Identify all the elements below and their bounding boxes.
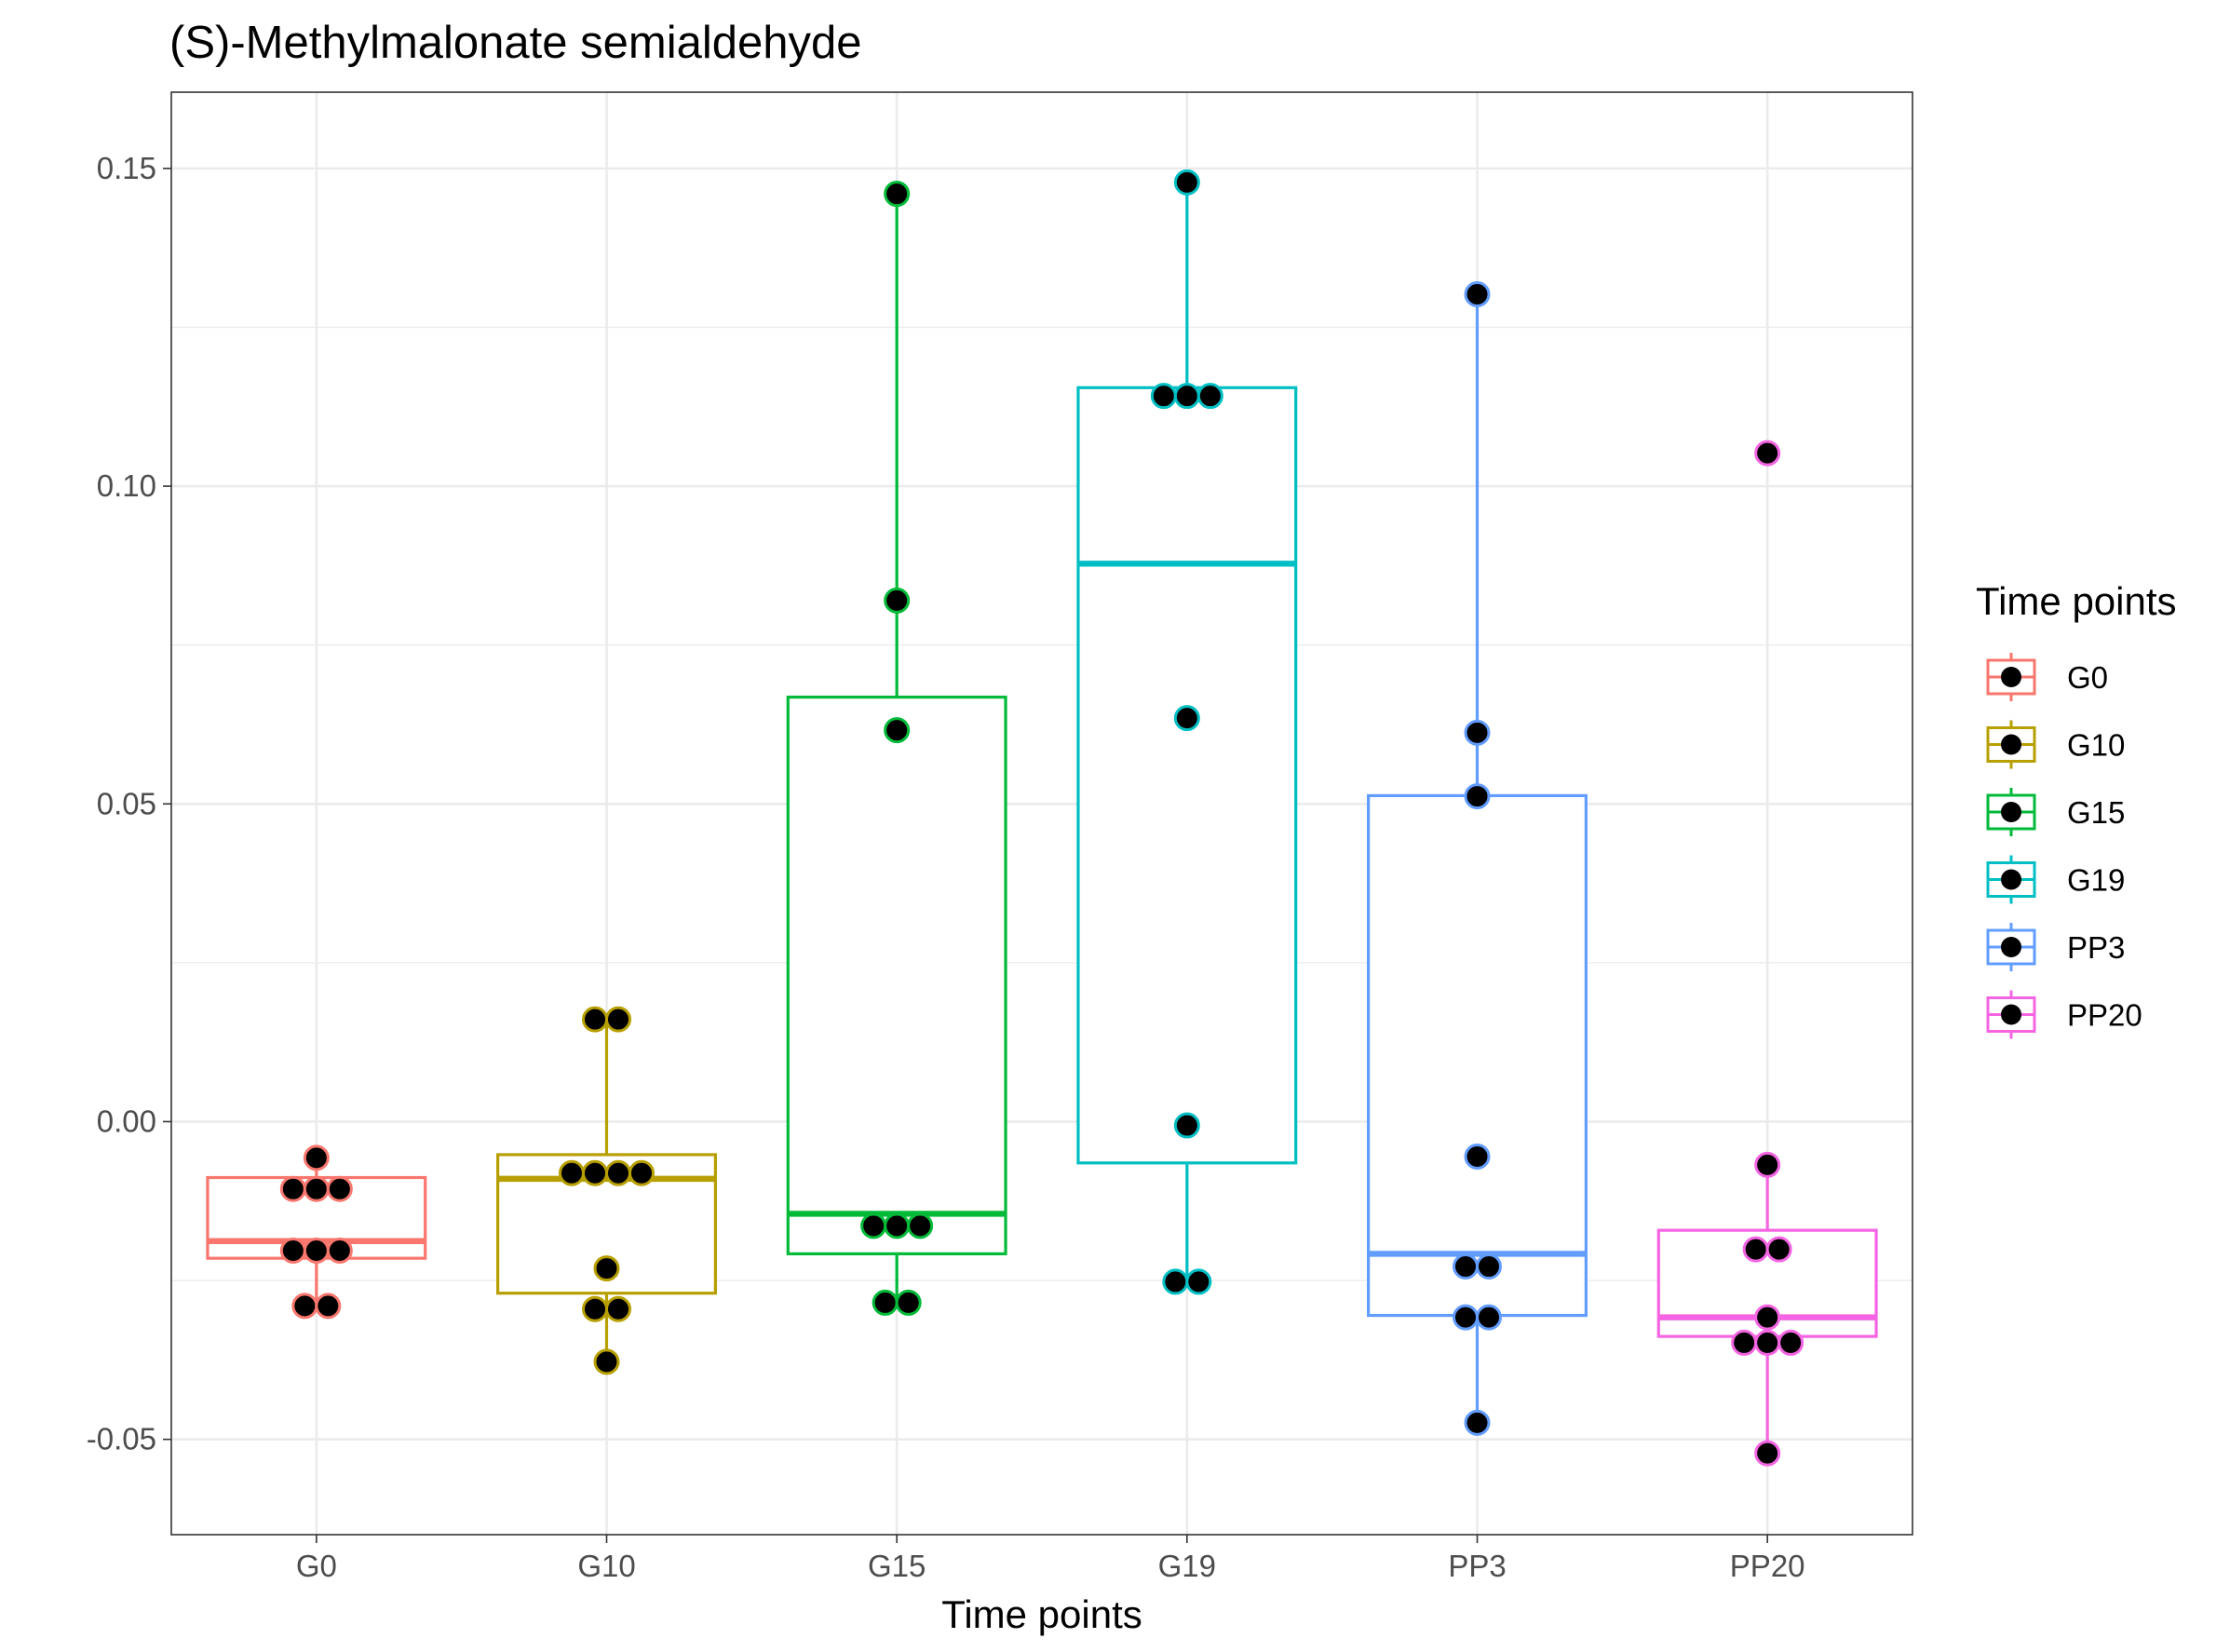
x-tick-label: PP3 xyxy=(1448,1549,1506,1583)
legend-key-point xyxy=(2001,802,2021,822)
data-point-pp20 xyxy=(1754,1304,1781,1331)
x-axis-title: Time points xyxy=(941,1592,1142,1636)
data-point-g19 xyxy=(1173,705,1200,732)
data-point-g15 xyxy=(872,1289,899,1316)
data-point-g0 xyxy=(315,1293,342,1320)
legend-label: G0 xyxy=(2067,660,2108,695)
data-point-g15 xyxy=(895,1289,922,1316)
data-point-g15 xyxy=(884,587,911,614)
data-point-g0 xyxy=(303,1237,330,1264)
panel-border xyxy=(170,91,1913,1536)
data-point-g15 xyxy=(884,1212,911,1239)
data-point-g19 xyxy=(1196,383,1223,410)
data-point-pp20 xyxy=(1765,1236,1792,1263)
box-g19 xyxy=(1076,182,1298,1282)
legend-label: G15 xyxy=(2067,795,2125,830)
data-point-g10 xyxy=(582,1295,608,1322)
legend-title: Time points xyxy=(1976,579,2177,623)
y-tick-label: 0.15 xyxy=(97,151,156,185)
chart-title: (S)-Methylmalonate semialdehyde xyxy=(169,18,862,68)
data-point-g10 xyxy=(628,1159,655,1186)
data-point-g19 xyxy=(1150,383,1177,410)
legend-item-g19: G19 xyxy=(1986,855,2125,904)
x-tick-label: G0 xyxy=(296,1549,337,1583)
y-tick-label: 0.10 xyxy=(97,468,156,503)
data-point-pp3 xyxy=(1464,280,1491,307)
data-point-pp3 xyxy=(1476,1304,1502,1331)
legend: Time points G0 G10 G15 G19 PP3 PP20 xyxy=(1976,579,2177,1039)
legend-key-point xyxy=(2001,1004,2021,1025)
box-g15 xyxy=(786,194,1007,1303)
data-point-pp3 xyxy=(1453,1304,1479,1331)
box-iqr xyxy=(786,696,1007,1255)
data-point-g0 xyxy=(326,1237,353,1264)
legend-label: G19 xyxy=(2067,863,2125,898)
data-point-pp20 xyxy=(1731,1329,1758,1356)
data-point-g0 xyxy=(303,1175,330,1202)
data-point-pp3 xyxy=(1476,1253,1502,1280)
data-point-g10 xyxy=(605,1295,631,1322)
legend-key-point xyxy=(2001,734,2021,755)
data-point-g0 xyxy=(279,1175,306,1202)
data-point-g0 xyxy=(279,1237,306,1264)
box-pp3 xyxy=(1367,293,1588,1423)
data-point-g10 xyxy=(593,1255,620,1282)
data-point-pp20 xyxy=(1754,1440,1781,1467)
legend-label: PP3 xyxy=(2067,930,2125,965)
data-point-g15 xyxy=(860,1212,887,1239)
legend-item-g10: G10 xyxy=(1986,720,2125,769)
box-iqr xyxy=(1367,793,1588,1318)
data-point-g19 xyxy=(1173,169,1200,196)
data-point-g19 xyxy=(1173,1112,1200,1139)
legend-label: G10 xyxy=(2067,728,2125,763)
data-point-pp20 xyxy=(1754,1151,1781,1178)
x-tick-label: PP20 xyxy=(1730,1549,1805,1583)
data-point-g19 xyxy=(1173,383,1200,410)
data-point-pp3 xyxy=(1464,783,1491,810)
boxes xyxy=(206,182,1878,1454)
y-tick-label: 0.00 xyxy=(97,1104,156,1138)
data-point-g15 xyxy=(884,717,911,744)
data-point-g0 xyxy=(291,1293,318,1320)
box-iqr xyxy=(1076,386,1298,1165)
legend-item-pp3: PP3 xyxy=(1986,923,2125,971)
legend-label: PP20 xyxy=(2067,998,2142,1033)
data-point-g19 xyxy=(1162,1268,1189,1295)
data-point-g10 xyxy=(559,1159,585,1186)
data-point-pp20 xyxy=(1742,1236,1769,1263)
data-point-g19 xyxy=(1185,1268,1212,1295)
data-point-g15 xyxy=(884,181,911,208)
data-points xyxy=(279,169,1804,1467)
y-tick-label: 0.05 xyxy=(97,786,156,820)
legend-key-point xyxy=(2001,869,2021,890)
data-point-g10 xyxy=(582,1006,608,1033)
data-point-g10 xyxy=(593,1348,620,1375)
x-tick-label: G15 xyxy=(868,1549,926,1583)
data-point-pp3 xyxy=(1464,1143,1491,1170)
legend-key-point xyxy=(2001,937,2021,957)
data-point-pp3 xyxy=(1464,719,1491,746)
x-tick-label: G19 xyxy=(1158,1549,1216,1583)
legend-item-pp20: PP20 xyxy=(1986,990,2142,1039)
data-point-g15 xyxy=(907,1212,934,1239)
x-tick-label: G10 xyxy=(577,1549,635,1583)
data-point-pp20 xyxy=(1754,440,1781,467)
y-tick-label: -0.05 xyxy=(87,1422,156,1456)
data-point-g0 xyxy=(303,1144,330,1171)
data-point-g10 xyxy=(605,1006,631,1033)
legend-item-g15: G15 xyxy=(1986,788,2125,836)
data-point-pp3 xyxy=(1453,1253,1479,1280)
data-point-pp20 xyxy=(1754,1329,1781,1356)
axes: -0.05 0.00 0.05 0.10 0.15 G0 G10 G15 G19 PP3 PP20 xyxy=(87,151,1805,1583)
data-point-pp20 xyxy=(1777,1329,1804,1356)
box-pp20 xyxy=(1656,441,1878,1454)
data-point-g0 xyxy=(326,1175,353,1202)
data-point-pp3 xyxy=(1464,1409,1491,1436)
legend-key-point xyxy=(2001,667,2021,687)
legend-item-g0: G0 xyxy=(1986,653,2108,701)
data-point-g10 xyxy=(582,1159,608,1186)
data-point-g10 xyxy=(605,1159,631,1186)
